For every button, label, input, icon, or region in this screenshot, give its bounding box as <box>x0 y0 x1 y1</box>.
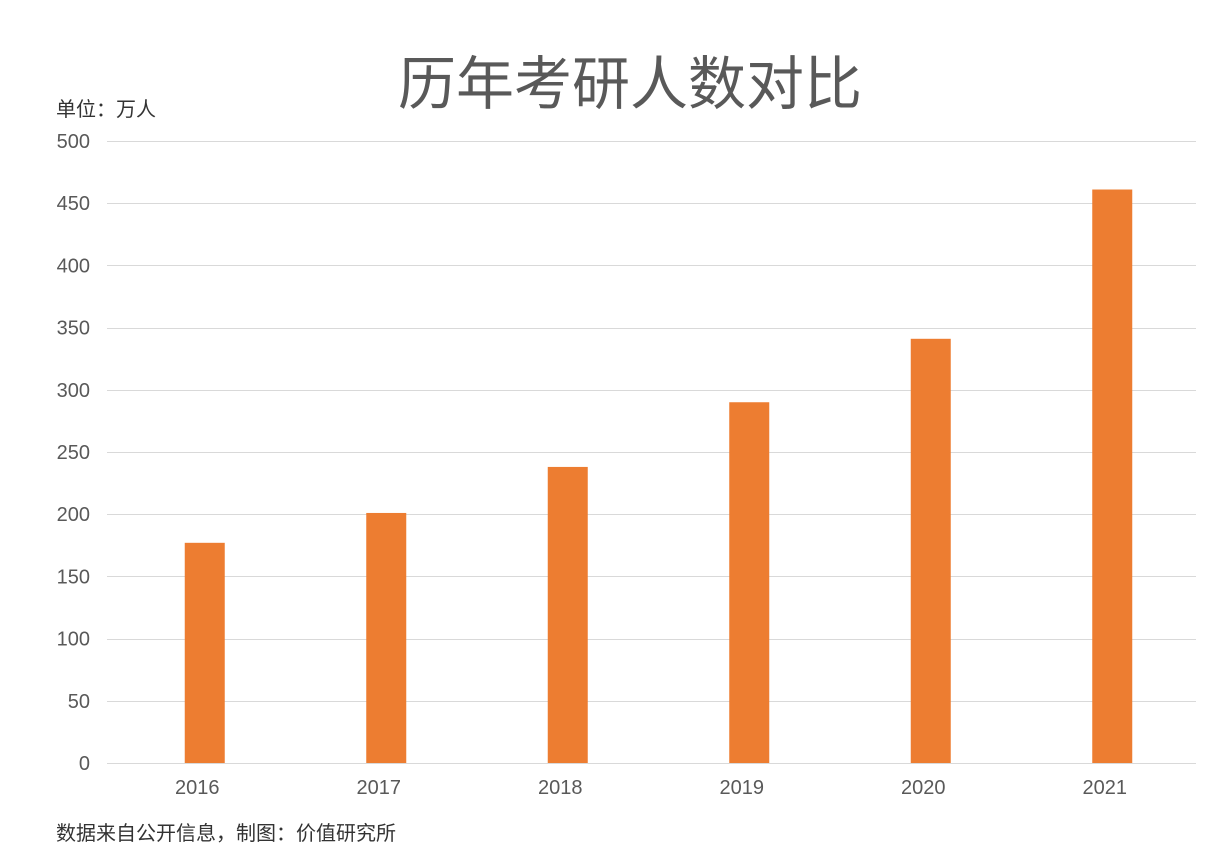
y-tick-label: 0 <box>79 753 90 775</box>
x-tick-label: 2021 <box>1083 777 1128 799</box>
source-note: 数据来自公开信息，制图：价值研究所 <box>56 821 396 845</box>
y-axis-ticks: 0 50 100 150 200 250 300 350 400 450 500 <box>57 131 90 775</box>
x-axis-ticks: 2016 2017 2018 2019 2020 2021 <box>175 777 1127 799</box>
x-tick-label: 2017 <box>357 777 402 799</box>
bar-2021 <box>1092 189 1133 764</box>
bar-2017 <box>366 512 407 763</box>
bars <box>184 189 1133 764</box>
y-tick-label: 500 <box>57 131 90 153</box>
x-tick-label: 2018 <box>538 777 583 799</box>
bar-2020 <box>910 338 951 763</box>
unit-label: 单位：万人 <box>56 97 156 121</box>
y-tick-label: 100 <box>57 629 90 651</box>
bar-2016 <box>184 542 225 763</box>
y-tick-label: 400 <box>57 255 90 277</box>
y-tick-label: 350 <box>57 318 90 340</box>
x-tick-label: 2020 <box>901 777 946 799</box>
bar-2019 <box>729 402 770 763</box>
bar-2018 <box>547 466 588 763</box>
chart-title: 历年考研人数对比 <box>398 50 862 118</box>
y-tick-label: 250 <box>57 442 90 464</box>
y-tick-label: 300 <box>57 380 90 402</box>
y-tick-label: 150 <box>57 566 90 588</box>
y-tick-label: 50 <box>68 691 90 713</box>
gridlines <box>107 141 1196 702</box>
x-tick-label: 2019 <box>720 777 765 799</box>
x-tick-label: 2016 <box>175 777 220 799</box>
y-tick-label: 200 <box>57 504 90 526</box>
y-tick-label: 450 <box>57 193 90 215</box>
